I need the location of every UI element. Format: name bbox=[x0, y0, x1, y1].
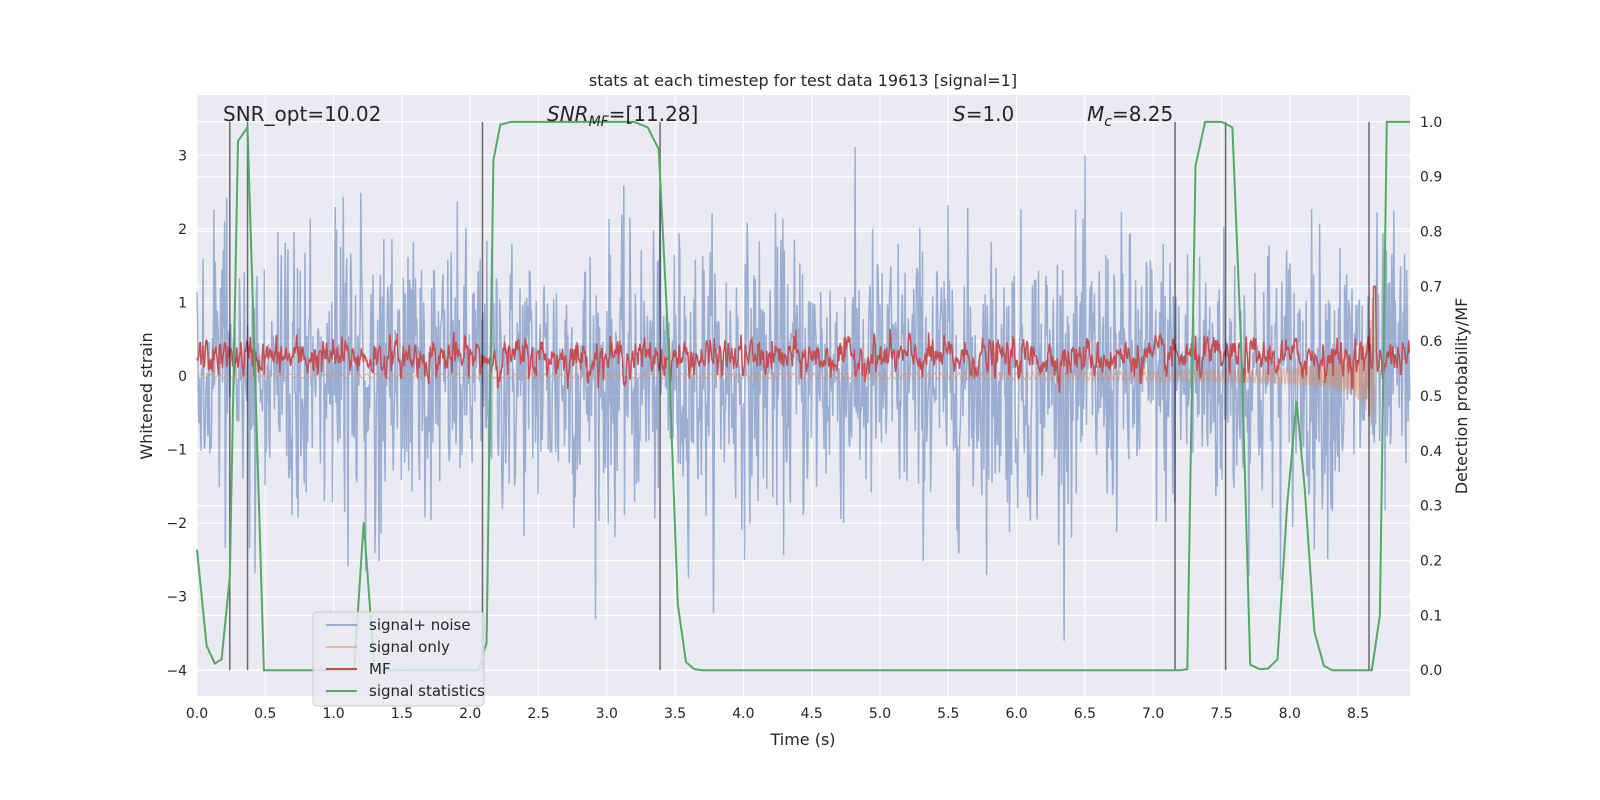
x-tick-label: 8.5 bbox=[1347, 706, 1369, 722]
series-layer bbox=[196, 120, 1411, 672]
y-right-tick-label: 0.3 bbox=[1420, 499, 1442, 515]
series-signal-statistics bbox=[196, 120, 1410, 672]
x-tick-label: 3.0 bbox=[596, 706, 618, 722]
annotation-mc: Mc=8.25 bbox=[1087, 102, 1173, 130]
legend-box bbox=[312, 611, 485, 707]
x-tick-label: 6.5 bbox=[1074, 706, 1096, 722]
annotation-snr-mf: SNRMF=[11.28] bbox=[547, 102, 698, 130]
x-tick-label: 1.0 bbox=[322, 706, 344, 722]
annotation-snr-opt: SNR_opt=10.02 bbox=[223, 102, 381, 126]
x-tick-label: 2.0 bbox=[459, 706, 481, 722]
series-signal-noise bbox=[196, 147, 1411, 641]
y-right-tick-label: 0.1 bbox=[1420, 608, 1442, 624]
s-main: S bbox=[953, 102, 966, 126]
mc-main: M bbox=[1087, 102, 1104, 126]
legend-label-mf: MF bbox=[369, 660, 391, 678]
y-right-tick-label: 0.2 bbox=[1420, 554, 1442, 570]
x-tick-label: 8.0 bbox=[1279, 706, 1301, 722]
x-tick-label: 7.0 bbox=[1142, 706, 1164, 722]
y-right-tick-label: 0.8 bbox=[1420, 225, 1442, 241]
snr-mf-rest: =[11.28] bbox=[609, 102, 699, 126]
chart-title: stats at each timestep for test data 196… bbox=[589, 71, 1017, 90]
y-tick-label: −1 bbox=[166, 443, 187, 459]
mc-sub: c bbox=[1104, 114, 1112, 130]
y-right-tick-label: 0.7 bbox=[1420, 279, 1442, 295]
y-tick-label: 2 bbox=[178, 222, 187, 238]
x-tick-label: 0.0 bbox=[186, 706, 208, 722]
x-tick-label: 1.5 bbox=[391, 706, 413, 722]
x-axis-label: Time (s) bbox=[769, 730, 835, 749]
y-right-tick-label: 0.4 bbox=[1420, 444, 1442, 460]
y-tick-label: 1 bbox=[178, 295, 187, 311]
x-tick-label: 2.5 bbox=[527, 706, 549, 722]
mc-rest: =8.25 bbox=[1112, 102, 1173, 126]
y-right-tick-label: 0.5 bbox=[1420, 389, 1442, 405]
y-right-tick-label: 0.0 bbox=[1420, 663, 1442, 679]
x-tick-label: 4.5 bbox=[801, 706, 823, 722]
x-tick-label: 0.5 bbox=[254, 706, 276, 722]
x-tick-label: 5.0 bbox=[869, 706, 891, 722]
y-axis-right-label: Detection probability/MF bbox=[1452, 298, 1471, 495]
y-axis-label: Whitened strain bbox=[137, 332, 156, 459]
y-tick-label: 3 bbox=[178, 148, 187, 164]
x-tick-label: 7.5 bbox=[1210, 706, 1232, 722]
snr-mf-main: SNR bbox=[547, 102, 589, 126]
x-tick-label: 3.5 bbox=[664, 706, 686, 722]
series-signal-only bbox=[196, 297, 1375, 427]
snr-mf-sub: MF bbox=[589, 114, 610, 130]
y-tick-label: −4 bbox=[166, 663, 187, 679]
s-rest: =1.0 bbox=[966, 102, 1015, 126]
series-mf bbox=[196, 285, 1411, 393]
x-tick-label: 6.0 bbox=[1005, 706, 1027, 722]
y-right-tick-label: 1.0 bbox=[1420, 115, 1442, 131]
y-tick-label: −2 bbox=[166, 516, 187, 532]
x-tick-label: 5.5 bbox=[937, 706, 959, 722]
y-right-tick-label: 0.9 bbox=[1420, 170, 1442, 186]
legend-label-signal-noise: signal+ noise bbox=[369, 616, 471, 634]
legend: signal+ noise signal only MF signal stat… bbox=[312, 611, 485, 707]
y-right-tick-label: 0.6 bbox=[1420, 334, 1442, 350]
annotation-s: S=1.0 bbox=[953, 102, 1014, 126]
legend-label-signal-statistics: signal statistics bbox=[369, 682, 485, 700]
ticks: 0.0 0.5 1.0 1.5 2.0 2.5 3.0 3.5 4.0 4.5 5.0 5.5 6.0 6… bbox=[166, 115, 1442, 722]
y-tick-label: 0 bbox=[178, 369, 187, 385]
legend-label-signal-only: signal only bbox=[369, 638, 450, 656]
y-tick-label: −3 bbox=[166, 590, 187, 606]
x-tick-label: 4.0 bbox=[732, 706, 754, 722]
